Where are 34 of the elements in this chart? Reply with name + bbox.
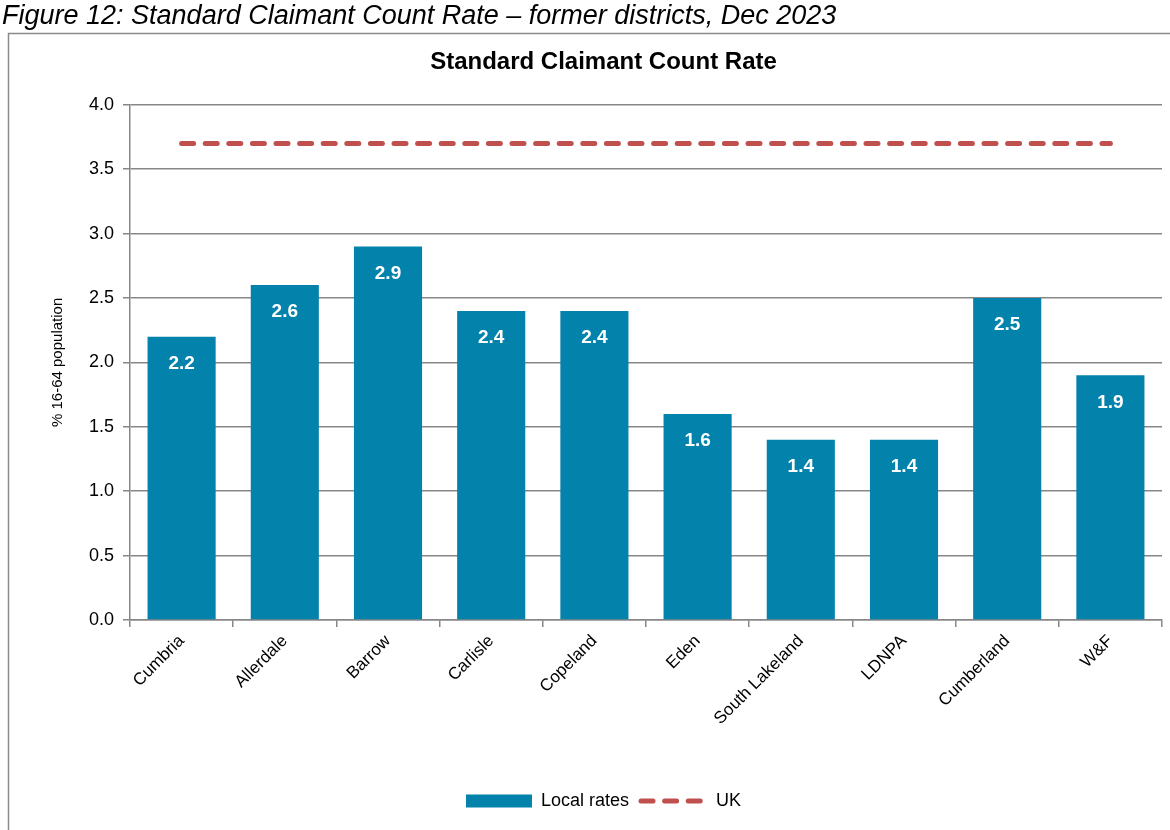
bar [663,413,732,620]
data-label: 2.2 [168,351,195,373]
data-label: 1.6 [684,429,711,451]
y-tick-label: 0.5 [88,544,114,565]
y-tick-label: 3.5 [88,158,114,179]
data-label: 2.5 [993,313,1021,335]
bar [147,336,216,620]
data-label: 1.9 [1097,390,1124,412]
data-label: 2.4 [477,326,505,348]
bar [250,285,319,620]
y-tick-label: 0.0 [88,608,114,629]
bar [457,310,526,620]
y-tick-label: 1.5 [88,415,114,436]
data-label: 1.4 [787,454,815,476]
y-tick-label: 4.0 [88,93,114,114]
y-axis-title: % 16-64 population [48,297,66,428]
bar [353,246,423,620]
bar [560,310,629,620]
chart-title: Standard Claimant Count Rate [430,47,777,75]
legend-label: UK [716,789,742,810]
y-tick-label: 3.0 [88,222,114,243]
bar [1076,375,1145,620]
data-label: 2.6 [271,300,299,322]
y-tick-label: 2.0 [88,351,114,372]
data-label: 2.9 [374,261,402,283]
legend-label: Local rates [540,789,630,810]
y-tick-label: 2.5 [88,286,114,307]
y-tick-label: 1.0 [88,480,114,501]
bar [869,439,939,620]
bar [973,298,1042,620]
bar [766,439,835,620]
data-label: 1.4 [890,454,918,476]
caption: Figure 12: Standard Claimant Count Rate – former districts, Dec 2023 [2,0,837,30]
data-label: 2.4 [581,326,609,348]
